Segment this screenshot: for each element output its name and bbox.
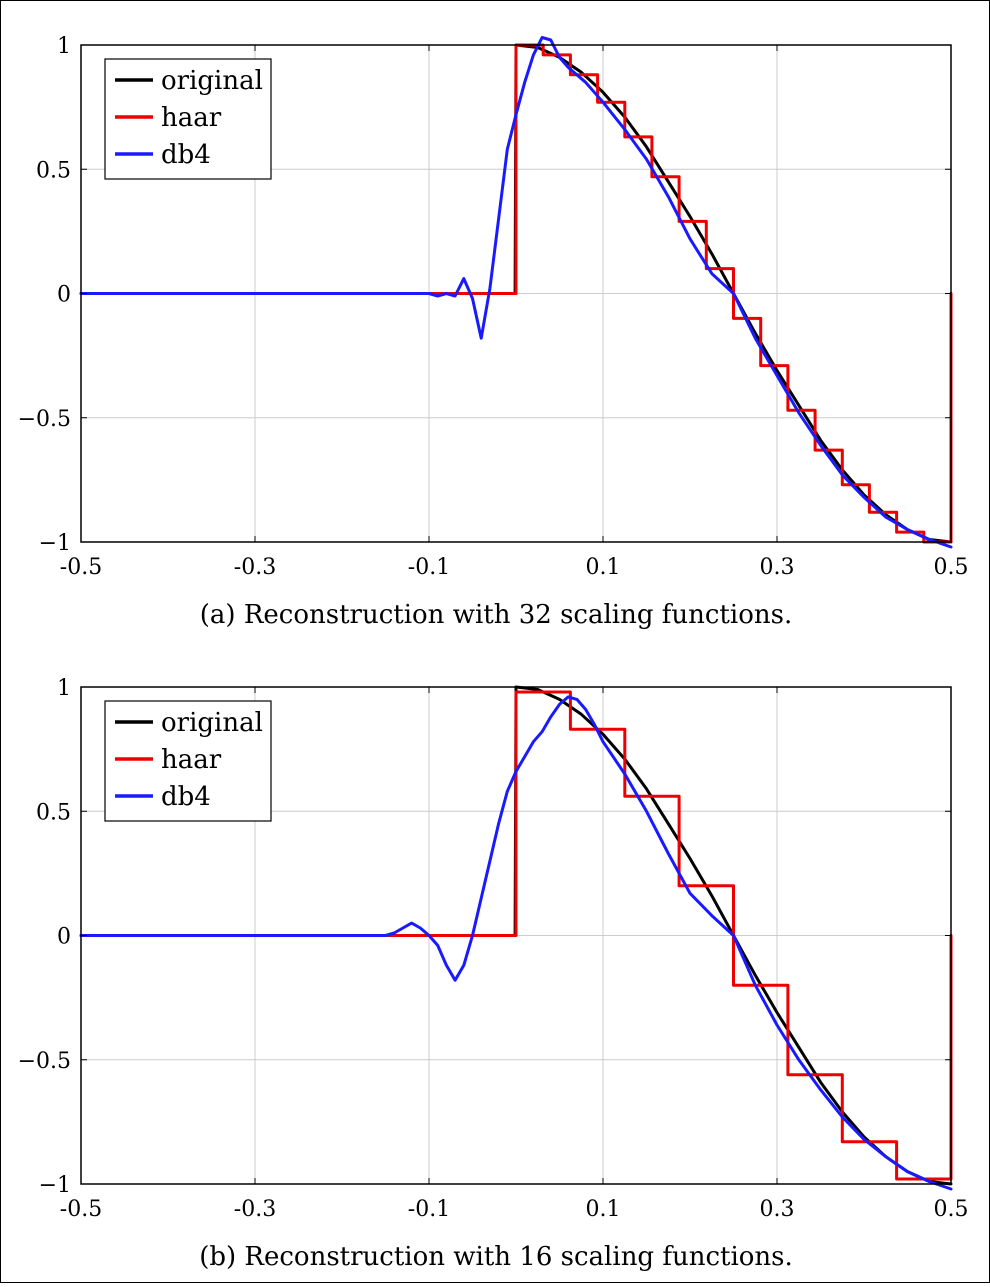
y-tick-label: 1 — [57, 676, 71, 701]
legend-label-db4: db4 — [161, 782, 211, 812]
legend: original haar db4 — [104, 58, 272, 180]
figure-caption: (b) Reconstruction with 16 scaling funct… — [199, 1242, 793, 1272]
y-tick-label: −1 — [39, 531, 71, 556]
figure-caption: (a) Reconstruction with 32 scaling funct… — [200, 600, 792, 630]
legend-label-original: original — [161, 66, 263, 96]
y-tick-label: 0.5 — [36, 800, 71, 825]
chart-panel-b: -0.5 -0.3 -0.1 0.1 0.3 0.5 −1 −0.5 0 0.5 1 original… — [18, 676, 969, 1272]
x-tick-label: -0.3 — [234, 555, 276, 580]
x-tick-label: -0.5 — [60, 1197, 102, 1222]
x-tick-label: -0.3 — [234, 1197, 276, 1222]
chart-panel-a: -0.5 -0.3 -0.1 0.1 0.3 0.5 −1 −0.5 0 0.5 1 original… — [18, 34, 969, 630]
x-tick-label: -0.1 — [408, 1197, 450, 1222]
x-tick-label: 0.5 — [934, 1197, 969, 1222]
y-tick-label: −1 — [39, 1173, 71, 1198]
y-tick-label: −0.5 — [18, 1049, 71, 1074]
x-tick-label: -0.1 — [408, 555, 450, 580]
y-tick-label: 1 — [57, 34, 71, 59]
legend-label-original: original — [161, 708, 263, 738]
y-tick-label: 0.5 — [36, 158, 71, 183]
legend-label-db4: db4 — [161, 140, 211, 170]
x-tick-label: 0.3 — [760, 1197, 795, 1222]
series-line-haar — [79, 43, 953, 544]
y-tick-label: −0.5 — [18, 407, 71, 432]
legend: original haar db4 — [104, 700, 272, 822]
x-tick-label: 0.1 — [586, 555, 621, 580]
x-tick-label: 0.1 — [586, 1197, 621, 1222]
x-tick-label: 0.3 — [760, 555, 795, 580]
x-tick-label: 0.5 — [934, 555, 969, 580]
y-tick-label: 0 — [57, 283, 71, 308]
series-line-db4 — [79, 36, 953, 549]
series-line-haar — [79, 690, 953, 1181]
series-line-db4 — [79, 695, 953, 1191]
legend-label-haar: haar — [161, 745, 222, 775]
legend-label-haar: haar — [161, 103, 222, 133]
y-tick-label: 0 — [57, 925, 71, 950]
x-tick-label: -0.5 — [60, 555, 102, 580]
